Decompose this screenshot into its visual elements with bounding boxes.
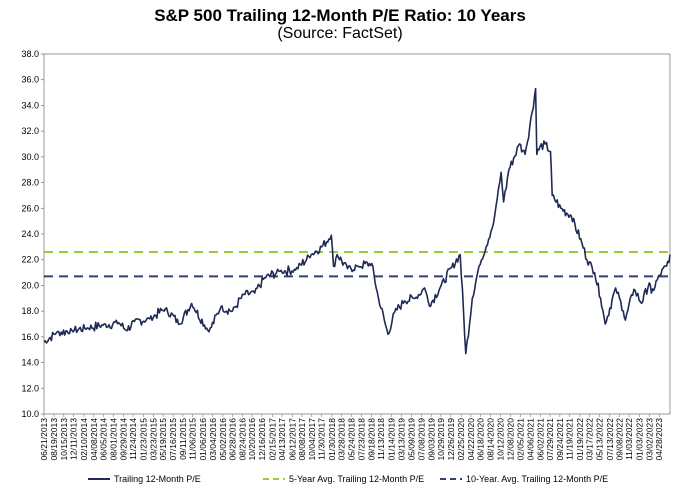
x-tick-label: 04/08/2014 bbox=[89, 418, 99, 461]
legend-label: 10-Year. Avg. Trailing 12-Month P/E bbox=[466, 474, 608, 484]
x-tick-label: 06/18/2020 bbox=[476, 418, 486, 461]
x-tick-label: 12/08/2020 bbox=[505, 418, 515, 461]
x-tick-label: 03/02/2023 bbox=[644, 418, 654, 461]
x-tick-label: 07/23/2018 bbox=[357, 418, 367, 461]
x-tick-label: 05/09/2019 bbox=[406, 418, 416, 461]
y-tick-label: 16.0 bbox=[21, 332, 39, 342]
x-tick-label: 06/21/2013 bbox=[39, 418, 49, 461]
x-tick-label: 01/03/2023 bbox=[635, 418, 645, 461]
legend-label: Trailing 12-Month P/E bbox=[114, 474, 201, 484]
x-tick-label: 09/11/2015 bbox=[178, 418, 188, 460]
x-tick-label: 08/24/2016 bbox=[237, 418, 247, 461]
x-tick-label: 12/11/2013 bbox=[69, 418, 79, 460]
x-tick-label: 08/08/2017 bbox=[297, 418, 307, 461]
x-tick-label: 07/08/2019 bbox=[417, 418, 427, 461]
x-tick-label: 01/06/2016 bbox=[198, 418, 208, 461]
x-tick-label: 02/25/2020 bbox=[456, 418, 466, 461]
legend: Trailing 12-Month P/E 5-Year Avg. Trailin… bbox=[88, 474, 608, 484]
trailing-pe-series-line bbox=[43, 87, 671, 355]
x-tick-label: 04/28/2023 bbox=[654, 418, 664, 461]
x-tick-label: 01/19/2022 bbox=[575, 418, 585, 461]
x-tick-label: 04/06/2021 bbox=[526, 418, 536, 461]
y-tick-label: 18.0 bbox=[21, 306, 39, 316]
y-tick-label: 10.0 bbox=[21, 409, 39, 419]
x-tick-label: 10/29/2019 bbox=[436, 418, 446, 461]
y-tick-label: 36.0 bbox=[21, 75, 39, 85]
x-tick-label: 07/29/2021 bbox=[545, 418, 555, 461]
y-tick-label: 14.0 bbox=[21, 358, 39, 368]
y-tick-label: 30.0 bbox=[21, 152, 39, 162]
x-tick-label: 07/16/2015 bbox=[168, 418, 178, 461]
x-tick-label: 09/08/2022 bbox=[615, 418, 625, 461]
x-tick-label: 03/13/2019 bbox=[397, 418, 407, 461]
y-tick-label: 12.0 bbox=[21, 383, 39, 393]
x-tick-label: 03/28/2018 bbox=[337, 418, 347, 461]
x-tick-label: 04/22/2020 bbox=[466, 418, 476, 461]
y-tick-label: 38.0 bbox=[21, 49, 39, 59]
y-tick-label: 28.0 bbox=[21, 178, 39, 188]
x-tick-label: 06/12/2017 bbox=[287, 418, 297, 461]
legend-label: 5-Year Avg. Trailing 12-Month P/E bbox=[289, 474, 424, 484]
x-tick-label: 08/19/2013 bbox=[49, 418, 59, 461]
x-tick-label: 11/24/2014 bbox=[128, 418, 138, 460]
y-tick-label: 24.0 bbox=[21, 229, 39, 239]
plot-area bbox=[43, 53, 671, 415]
x-tick-label: 02/15/2017 bbox=[267, 418, 277, 461]
x-tick-label: 12/26/2019 bbox=[446, 418, 456, 461]
x-tick-label: 03/17/2022 bbox=[585, 418, 595, 461]
x-tick-label: 09/29/2014 bbox=[119, 418, 129, 461]
y-tick-label: 22.0 bbox=[21, 255, 39, 265]
x-tick-label: 06/02/2021 bbox=[535, 418, 545, 461]
x-tick-label: 05/24/2018 bbox=[346, 418, 356, 461]
x-tick-label: 09/24/2021 bbox=[555, 418, 565, 461]
x-tick-label: 02/10/2014 bbox=[79, 418, 89, 461]
x-tick-label: 12/16/2016 bbox=[257, 418, 267, 461]
x-tick-label: 04/13/2017 bbox=[277, 418, 287, 461]
x-tick-label: 10/20/2016 bbox=[247, 418, 257, 461]
legend-item-five-year-average: 5-Year Avg. Trailing 12-Month P/E bbox=[263, 474, 424, 484]
legend-item-ten-year-average: 10-Year. Avg. Trailing 12-Month P/E bbox=[440, 474, 608, 484]
x-tick-label: 09/18/2018 bbox=[366, 418, 376, 461]
x-tick-label: 08/14/2020 bbox=[485, 418, 495, 461]
x-tick-label: 10/04/2017 bbox=[307, 418, 317, 461]
x-tick-label: 07/13/2022 bbox=[605, 418, 615, 461]
x-tick-label: 05/19/2015 bbox=[158, 418, 168, 461]
x-axis: 06/21/2013 08/19/2013 10/15/2013 12/11/2013… bbox=[39, 414, 664, 461]
x-tick-label: 06/05/2014 bbox=[99, 418, 109, 461]
x-tick-label: 11/30/2017 bbox=[317, 418, 327, 460]
legend-item-trailing-pe: Trailing 12-Month P/E bbox=[88, 474, 201, 484]
x-tick-label: 09/03/2019 bbox=[426, 418, 436, 461]
x-tick-label: 03/23/2015 bbox=[148, 418, 158, 461]
x-tick-label: 01/30/2018 bbox=[327, 418, 337, 461]
chart-title: S&P 500 Trailing 12-Month P/E Ratio: 10 … bbox=[154, 6, 526, 25]
x-tick-label: 06/28/2016 bbox=[228, 418, 238, 461]
x-tick-label: 08/01/2014 bbox=[108, 418, 118, 461]
y-tick-label: 20.0 bbox=[21, 280, 39, 290]
y-tick-label: 26.0 bbox=[21, 203, 39, 213]
x-tick-label: 11/06/2015 bbox=[187, 418, 197, 460]
y-tick-label: 32.0 bbox=[21, 126, 39, 136]
x-tick-label: 10/15/2013 bbox=[59, 418, 69, 461]
series-layer bbox=[43, 87, 671, 355]
x-tick-label: 10/12/2020 bbox=[496, 418, 506, 461]
x-tick-label: 11/03/2022 bbox=[624, 418, 634, 460]
x-tick-label: 05/13/2022 bbox=[594, 418, 604, 461]
x-tick-label: 02/05/2021 bbox=[515, 418, 525, 461]
plot-border bbox=[43, 53, 671, 415]
x-tick-label: 11/13/2018 bbox=[376, 418, 386, 460]
x-tick-label: 11/19/2021 bbox=[564, 418, 574, 460]
y-tick-label: 34.0 bbox=[21, 100, 39, 110]
reference-lines bbox=[44, 251, 670, 278]
x-tick-label: 05/02/2016 bbox=[218, 418, 228, 461]
x-tick-label: 01/14/2019 bbox=[387, 418, 397, 461]
x-tick-label: 03/04/2016 bbox=[208, 418, 218, 461]
chart-subtitle: (Source: FactSet) bbox=[277, 25, 403, 42]
y-axis: 10.0 12.0 14.0 16.0 18.0 20.0 22.0 24.0 26.0 28.0… bbox=[21, 49, 44, 419]
x-tick-label: 01/23/2015 bbox=[138, 418, 148, 461]
